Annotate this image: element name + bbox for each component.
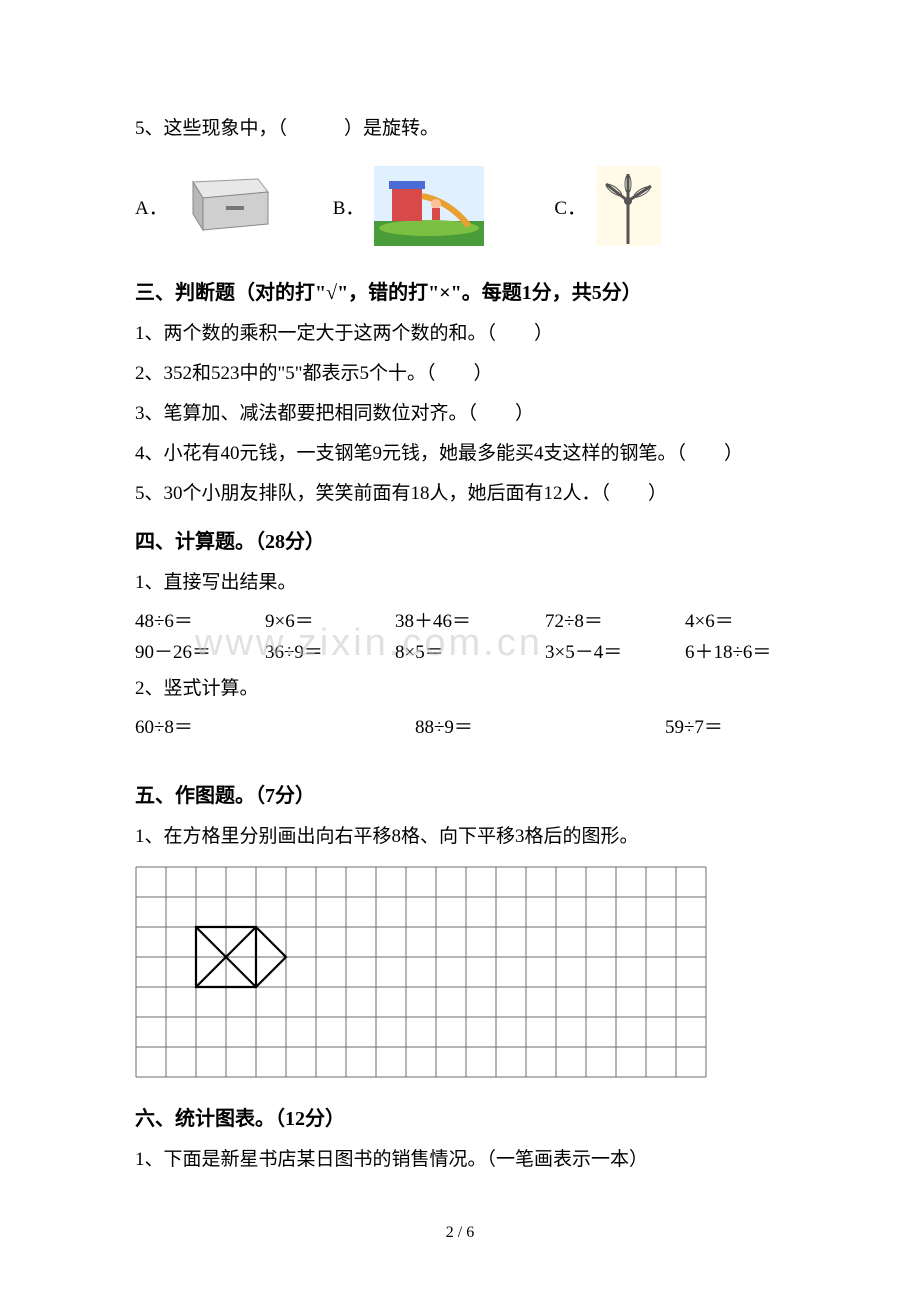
section-3-title: 三、判断题（对的打"√"，错的打"×"。每题1分，共5分） <box>135 276 785 305</box>
windmill-icon <box>596 166 661 246</box>
s3-item-5: 5、30个小朋友排队，笑笑前面有18人，她后面有12人．（ ） <box>135 475 785 513</box>
calc-cell: 38＋46＝ <box>395 606 545 633</box>
section-4-title: 四、计算题。（28分） <box>135 525 785 554</box>
option-c: C． <box>554 166 661 246</box>
option-a: A． <box>135 174 273 239</box>
calc-row-3: 60÷8＝88÷9＝59÷7＝ <box>135 712 785 739</box>
calc-cell: 8×5＝ <box>395 637 545 664</box>
s4-sub2: 2、竖式计算。 <box>135 670 785 708</box>
section-5-title: 五、作图题。（7分） <box>135 779 785 808</box>
calc-row-1: 48÷6＝9×6＝38＋46＝72÷8＝4×6＝ <box>135 606 785 633</box>
option-a-label: A． <box>135 193 168 220</box>
section-6-title: 六、统计图表。（12分） <box>135 1102 785 1131</box>
s3-item-4: 4、小花有40元钱，一支钢笔9元钱，她最多能买4支这样的钢笔。（ ） <box>135 435 785 473</box>
calc-cell: 4×6＝ <box>685 606 785 633</box>
calc-cell: 9×6＝ <box>265 606 395 633</box>
calc-cell: 88÷9＝ <box>415 712 665 739</box>
s4-sub1: 1、直接写出结果。 <box>135 564 785 602</box>
slide-icon <box>374 166 484 246</box>
s6-sub1: 1、下面是新星书店某日图书的销售情况。（一笔画表示一本） <box>135 1141 785 1179</box>
s3-item-2: 2、352和523中的"5"都表示5个十。（ ） <box>135 355 785 393</box>
calc-cell: 36÷9＝ <box>265 637 395 664</box>
s3-item-3: 3、笔算加、减法都要把相同数位对齐。（ ） <box>135 395 785 433</box>
calc-cell: 60÷8＝ <box>135 712 415 739</box>
calc-row-2: 90－26＝36÷9＝8×5＝3×5－4＝6＋18÷6＝ <box>135 637 785 664</box>
calc-cell: 59÷7＝ <box>665 712 785 739</box>
calc-cell: 48÷6＝ <box>135 606 265 633</box>
option-b-label: B． <box>333 193 365 220</box>
page-footer: 2 / 6 <box>0 1224 920 1242</box>
drawer-icon <box>178 174 273 239</box>
option-b: B． <box>333 166 485 246</box>
calc-cell: 90－26＝ <box>135 637 265 664</box>
q5-options-row: A． B． C． <box>135 166 785 246</box>
option-c-label: C． <box>554 193 586 220</box>
calc-cell: 3×5－4＝ <box>545 637 685 664</box>
question-5-text: 5、这些现象中，（ ）是旋转。 <box>135 110 785 148</box>
s3-item-1: 1、两个数的乘积一定大于这两个数的和。（ ） <box>135 315 785 353</box>
s5-sub1: 1、在方格里分别画出向右平移8格、向下平移3格后的图形。 <box>135 818 785 856</box>
grid-figure <box>135 866 785 1084</box>
calc-cell: 6＋18÷6＝ <box>685 637 785 664</box>
calc-cell: 72÷8＝ <box>545 606 685 633</box>
